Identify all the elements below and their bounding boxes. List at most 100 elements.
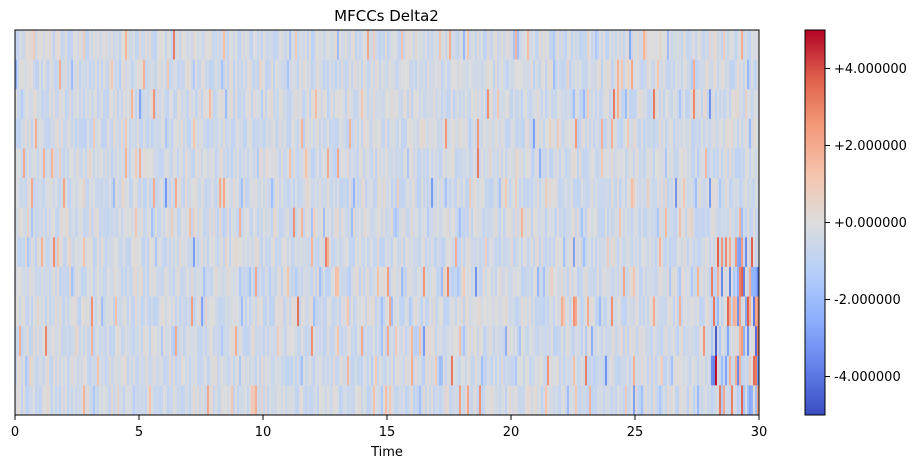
heatmap-cell [241, 296, 244, 327]
heatmap-cell [341, 207, 344, 238]
heatmap-cell [379, 148, 382, 179]
heatmap-cell [757, 148, 760, 179]
heatmap-cell [197, 266, 200, 297]
heatmap-cell [237, 385, 240, 416]
heatmap-cell [473, 355, 476, 386]
heatmap-cell [295, 30, 298, 60]
heatmap-cell [587, 89, 590, 120]
heatmap-cell [449, 89, 452, 120]
heatmap-cell [395, 59, 398, 90]
heatmap-cell [401, 59, 404, 90]
heatmap-cell [671, 178, 674, 208]
heatmap-cell [167, 355, 170, 386]
heatmap-cell [269, 30, 272, 60]
heatmap-cell [291, 148, 294, 179]
heatmap-cell [417, 266, 420, 297]
heatmap-cell [27, 30, 30, 60]
heatmap-cell [691, 89, 694, 120]
heatmap-cell [25, 296, 28, 327]
heatmap-cell [223, 237, 226, 268]
heatmap-cell [601, 59, 604, 90]
heatmap-cell [289, 385, 292, 416]
heatmap-cell [407, 30, 410, 60]
heatmap-cell [49, 326, 52, 357]
heatmap-cell [247, 89, 250, 120]
heatmap-cell [27, 89, 30, 120]
heatmap-cell [193, 385, 196, 416]
heatmap-cell [193, 118, 196, 149]
heatmap-cell [545, 178, 548, 208]
heatmap-cell [281, 89, 284, 120]
heatmap-cell [175, 178, 178, 208]
heatmap-cell [501, 207, 504, 238]
heatmap-cell [671, 118, 674, 149]
heatmap-cell [27, 207, 30, 238]
heatmap-cell [409, 148, 412, 179]
heatmap-cell [687, 30, 690, 60]
heatmap-cell [501, 30, 504, 60]
heatmap-cell [693, 296, 696, 327]
heatmap-cell [569, 355, 572, 386]
heatmap-cell [497, 326, 500, 357]
heatmap-cell [341, 237, 344, 268]
heatmap-cell [349, 237, 352, 268]
heatmap-cell [659, 30, 662, 60]
heatmap-cell [143, 237, 146, 268]
heatmap-cell [89, 118, 92, 149]
heatmap-cell [455, 118, 458, 149]
heatmap-cell [665, 89, 668, 120]
heatmap-cell [389, 59, 392, 90]
heatmap-cell [307, 30, 310, 60]
heatmap-cell [283, 296, 286, 327]
heatmap-cell [147, 355, 150, 386]
heatmap-cell [433, 237, 436, 268]
heatmap-cell [721, 355, 724, 386]
heatmap-cell [569, 118, 572, 149]
heatmap-cell [251, 385, 254, 416]
heatmap-cell [435, 148, 438, 179]
heatmap-cell [739, 89, 742, 120]
heatmap-cell [129, 59, 132, 90]
heatmap-cell [71, 118, 74, 149]
heatmap-cell [335, 30, 338, 60]
heatmap-cell [683, 296, 686, 327]
heatmap-cell [475, 207, 478, 238]
heatmap-cell [229, 30, 232, 60]
heatmap-cell [747, 385, 750, 416]
heatmap-cell [573, 207, 576, 238]
heatmap-cell [465, 89, 468, 120]
heatmap-cell [173, 178, 176, 208]
heatmap-cell [359, 30, 362, 60]
heatmap-cell [187, 118, 190, 149]
heatmap-cell [283, 148, 286, 179]
heatmap-cell [667, 59, 670, 90]
heatmap-cell [207, 355, 210, 386]
x-tick-label: 25 [627, 425, 644, 440]
heatmap-cell [149, 385, 152, 416]
heatmap-cell [119, 355, 122, 386]
heatmap-cell [95, 385, 98, 416]
heatmap-cell [113, 355, 116, 386]
heatmap-cell [359, 178, 362, 208]
heatmap-cell [397, 207, 400, 238]
heatmap-cell [95, 266, 98, 297]
heatmap-cell [699, 118, 702, 149]
heatmap-cell [201, 355, 204, 386]
heatmap-cell [227, 326, 230, 357]
heatmap-cell [281, 148, 284, 179]
heatmap-cell [549, 59, 552, 90]
heatmap-cell [585, 266, 588, 297]
heatmap-cell [55, 237, 58, 268]
heatmap-cell [683, 355, 686, 386]
heatmap-cell [85, 266, 88, 297]
heatmap-cell [169, 118, 172, 149]
heatmap-cell [695, 59, 698, 90]
heatmap-cell [159, 148, 162, 179]
heatmap-cell [419, 237, 422, 268]
heatmap-cell [703, 148, 706, 179]
heatmap-cell [721, 296, 724, 327]
heatmap-cell [735, 118, 738, 149]
heatmap-cell [747, 266, 750, 297]
heatmap-cell [727, 178, 730, 208]
heatmap-cell [185, 118, 188, 149]
